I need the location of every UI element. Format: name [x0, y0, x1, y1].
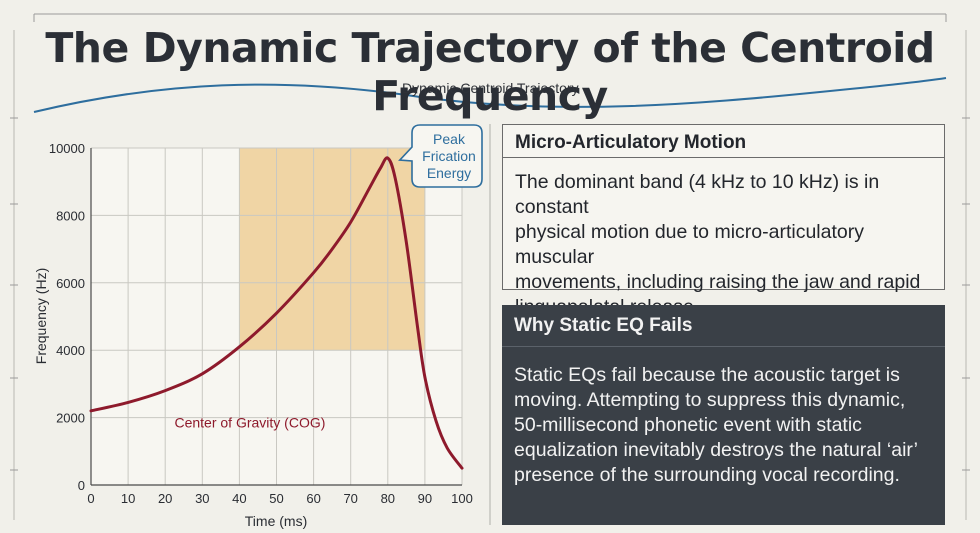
x-tick-label: 60	[306, 491, 320, 506]
y-tick-label: 4000	[56, 343, 85, 358]
series-label: Center of Gravity (COG)	[174, 415, 325, 431]
micro-articulatory-panel: Micro-Articulatory Motion The dominant b…	[502, 124, 945, 318]
static-eq-text: Static EQs fail because the acoustic tar…	[502, 347, 945, 488]
text-line: Static EQs fail because the acoustic tar…	[514, 364, 900, 386]
y-tick-label: 10000	[49, 141, 85, 156]
peak-callout	[398, 124, 483, 188]
x-tick-label: 10	[121, 491, 135, 506]
x-tick-label: 20	[158, 491, 172, 506]
x-tick-label: 30	[195, 491, 209, 506]
x-tick-label: 80	[381, 491, 395, 506]
y-tick-label: 2000	[56, 411, 85, 426]
callout-text-line: Energy	[427, 165, 471, 181]
x-axis-label: Time (ms)	[245, 513, 307, 529]
x-tick-label: 50	[269, 491, 283, 506]
cog-series-line	[89, 156, 464, 470]
x-tick-label: 90	[418, 491, 432, 506]
x-tick-label: 40	[232, 491, 246, 506]
text-line: presence of the surrounding vocal record…	[514, 464, 900, 486]
page-title: The Dynamic Trajectory of the Centroid F…	[45, 24, 935, 120]
static-eq-title: Why Static EQ Fails	[502, 305, 945, 347]
callout-text-line: Peak	[433, 131, 466, 147]
x-tick-label: 100	[451, 491, 473, 506]
y-tick-label: 0	[78, 478, 85, 493]
x-tick-label: 0	[87, 491, 94, 506]
y-tick-label: 6000	[56, 276, 85, 291]
micro-articulatory-text: The dominant band (4 kHz to 10 kHz) is i…	[503, 158, 944, 320]
x-tick-label: 70	[343, 491, 357, 506]
text-line: equalization inevitably destroys the nat…	[514, 439, 918, 461]
text-line: movements, including raising the jaw and…	[515, 271, 921, 293]
text-line: 50-millisecond phonetic event with stati…	[514, 414, 862, 436]
callout-text-line: Frication	[422, 148, 476, 164]
y-tick-label: 8000	[56, 208, 85, 223]
y-axis-label: Frequency (Hz)	[33, 268, 49, 364]
micro-articulatory-title: Micro-Articulatory Motion	[503, 125, 944, 158]
text-line: The dominant band (4 kHz to 10 kHz) is i…	[515, 171, 880, 218]
text-line: physical motion due to micro-articulator…	[515, 221, 864, 268]
trajectory-label: Dynamic Centroid Trajectory	[402, 80, 579, 96]
text-line: moving. Attempting to suppress this dyna…	[514, 389, 906, 411]
centroid-chart: 0 10 20 30 40 50 60 70 80 90 100 0 2000 4000 6000 8000 1…	[33, 124, 483, 529]
static-eq-panel: Why Static EQ Fails Static EQs fail beca…	[502, 305, 945, 525]
